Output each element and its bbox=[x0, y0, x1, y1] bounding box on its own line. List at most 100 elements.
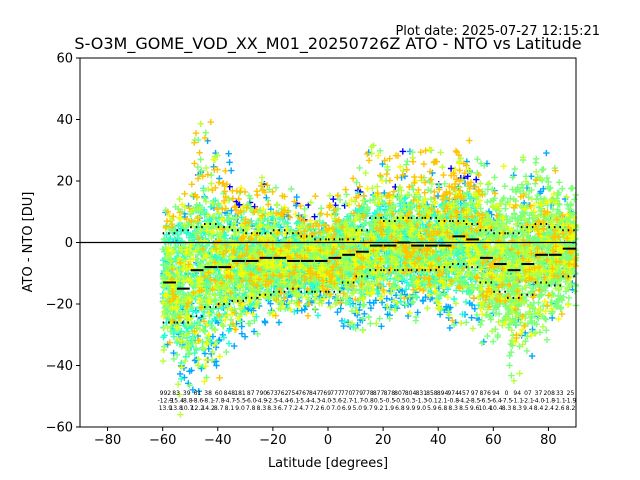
bin-stat-label: 0.5 bbox=[374, 398, 384, 405]
x-tick-label: −20 bbox=[259, 433, 286, 448]
bin-stat-label: 8.4 bbox=[534, 405, 544, 412]
bin-stat-label: 07 bbox=[524, 390, 532, 397]
bin-stat-label: 6.0 bbox=[321, 405, 331, 412]
bin-stat-label: -12.9 bbox=[158, 398, 174, 405]
bin-stat-label: 9.4 bbox=[523, 405, 533, 412]
bin-stat-label: -4.0 bbox=[319, 398, 331, 405]
bin-stat-label: 831 bbox=[416, 390, 428, 397]
bin-stat-label: 807 bbox=[394, 390, 406, 397]
axis-ticks: −80 −60 −40 −20 0 20 40 60 80 −60 −40 −20 0 20 40 60 bbox=[46, 52, 557, 449]
bin-stat-label: 848 bbox=[224, 390, 236, 397]
bin-stat-label: -4.2 bbox=[458, 398, 470, 405]
chart-title: S-O3M_GOME_VOD_XX_M01_20250726Z ATO - NT… bbox=[74, 34, 581, 54]
bin-stat-label: 37 bbox=[535, 390, 543, 397]
bin-stat-label: 9.0 bbox=[417, 405, 427, 412]
bin-stat-label: 8.3 bbox=[267, 405, 277, 412]
bin-stat-label: 8.3 bbox=[257, 405, 267, 412]
y-tick-label: −60 bbox=[46, 421, 73, 436]
bin-stat-label: 8.3 bbox=[512, 405, 522, 412]
bin-stat-label: 83 bbox=[172, 390, 180, 397]
bin-stat-label: -6.1 bbox=[287, 398, 299, 405]
bin-stat-label: 790 bbox=[256, 390, 268, 397]
y-tick-label: −40 bbox=[46, 359, 73, 374]
bin-stat-label: 762 bbox=[277, 390, 289, 397]
bin-stat-label: 877 bbox=[373, 390, 385, 397]
bin-stat-labels: 992-12.913.983-15.413.839-8.810.761-8.61… bbox=[158, 390, 577, 412]
bin-stat-label: 87 bbox=[247, 390, 255, 397]
bin-stat-label: 6.8 bbox=[438, 405, 448, 412]
bin-stat-label: -7.8 bbox=[213, 398, 225, 405]
y-axis-label: ATO - NTO [DU] bbox=[21, 192, 36, 293]
bin-stat-label: 9.0 bbox=[235, 405, 245, 412]
bin-stat-label: -8.6 bbox=[192, 398, 204, 405]
bin-stat-label: 12.2 bbox=[191, 405, 205, 412]
bin-stat-label: 878 bbox=[384, 390, 396, 397]
x-tick-label: −40 bbox=[204, 433, 231, 448]
y-tick-label: 20 bbox=[56, 175, 73, 190]
bin-stat-label: -1.3 bbox=[415, 398, 427, 405]
bin-stat-label: 33 bbox=[556, 390, 564, 397]
bin-stat-label: 10.4 bbox=[489, 405, 503, 412]
bin-stat-label: -6.0 bbox=[245, 398, 257, 405]
bin-stat-label: 8.1 bbox=[225, 405, 235, 412]
bin-stat-label: 39 bbox=[183, 390, 191, 397]
bin-stat-label: 8.3 bbox=[448, 405, 458, 412]
bin-stat-label: 9.9 bbox=[406, 405, 416, 412]
bin-stat-label: -0.8 bbox=[447, 398, 459, 405]
bin-stat-label: -1.1 bbox=[554, 398, 566, 405]
bin-stat-label: -4.7 bbox=[224, 398, 236, 405]
bin-stat-label: -4.9 bbox=[256, 398, 268, 405]
bin-stat-label: 10.7 bbox=[180, 405, 194, 412]
bin-stat-label: 14.2 bbox=[201, 405, 215, 412]
bin-stat-label: -4.3 bbox=[309, 398, 321, 405]
bin-stat-label: 7.0 bbox=[331, 405, 341, 412]
bin-stat-label: 6.7 bbox=[278, 405, 288, 412]
bin-stat-label: -7.5 bbox=[501, 398, 513, 405]
plot-date: Plot date: 2025-07-27 12:15:21 bbox=[395, 24, 600, 39]
bin-stat-label: 8.7 bbox=[214, 405, 224, 412]
bin-stat-label: 754 bbox=[288, 390, 300, 397]
bin-stat-label: -8.8 bbox=[181, 398, 193, 405]
x-tick-label: −80 bbox=[94, 433, 121, 448]
bin-stat-label: 876 bbox=[479, 390, 491, 397]
bin-stat-label: 6.9 bbox=[342, 405, 352, 412]
bin-stat-label: -1.8 bbox=[543, 398, 555, 405]
x-tick-label: 80 bbox=[540, 433, 557, 448]
bin-stat-label: -1.1 bbox=[511, 398, 523, 405]
bin-stat-label: 8.2 bbox=[566, 405, 576, 412]
bin-stat-label: -1.9 bbox=[565, 398, 577, 405]
bin-stat-label: -6.5 bbox=[479, 398, 491, 405]
bin-stat-label: -8.1 bbox=[202, 398, 214, 405]
x-tick-label: −60 bbox=[149, 433, 176, 448]
bin-stat-label: 9.6 bbox=[470, 405, 480, 412]
bin-stat-label: -2.7 bbox=[341, 398, 353, 405]
bin-stat-label: 9.2 bbox=[374, 405, 384, 412]
bin-stat-label: 10.4 bbox=[479, 405, 493, 412]
x-tick-label: 40 bbox=[430, 433, 447, 448]
bin-stat-label: -2.5 bbox=[266, 398, 278, 405]
x-tick-label: 20 bbox=[375, 433, 392, 448]
bin-stat-label: 847 bbox=[309, 390, 321, 397]
bin-stat-label: 0 bbox=[505, 390, 509, 397]
bin-stat-label: 5.9 bbox=[427, 405, 437, 412]
x-tick-label: 0 bbox=[324, 433, 332, 448]
y-tick-label: −20 bbox=[46, 298, 73, 313]
bin-stat-label: -5.5 bbox=[234, 398, 246, 405]
bin-stat-label: 974 bbox=[447, 390, 459, 397]
bin-stat-label: -0.5 bbox=[383, 398, 395, 405]
bin-stat-label: -3.6 bbox=[330, 398, 342, 405]
bin-stat-label: 61 bbox=[194, 390, 202, 397]
bin-stat-label: 4.7 bbox=[299, 405, 309, 412]
bin-stat-label: 858 bbox=[426, 390, 438, 397]
bin-stat-label: 8.5 bbox=[459, 405, 469, 412]
bin-stat-label: 25 bbox=[567, 390, 575, 397]
bin-stat-label: -15.4 bbox=[168, 398, 184, 405]
y-tick-label: 40 bbox=[56, 113, 73, 128]
bin-stat-label: -5.4 bbox=[298, 398, 310, 405]
bin-stat-label: 767 bbox=[298, 390, 310, 397]
stat-lines bbox=[80, 216, 576, 324]
bin-stat-label: -8.5 bbox=[469, 398, 481, 405]
bin-stat-label: 2.6 bbox=[555, 405, 565, 412]
bin-stat-label: -4.4 bbox=[277, 398, 289, 405]
bin-stat-label: -1.7 bbox=[351, 398, 363, 405]
